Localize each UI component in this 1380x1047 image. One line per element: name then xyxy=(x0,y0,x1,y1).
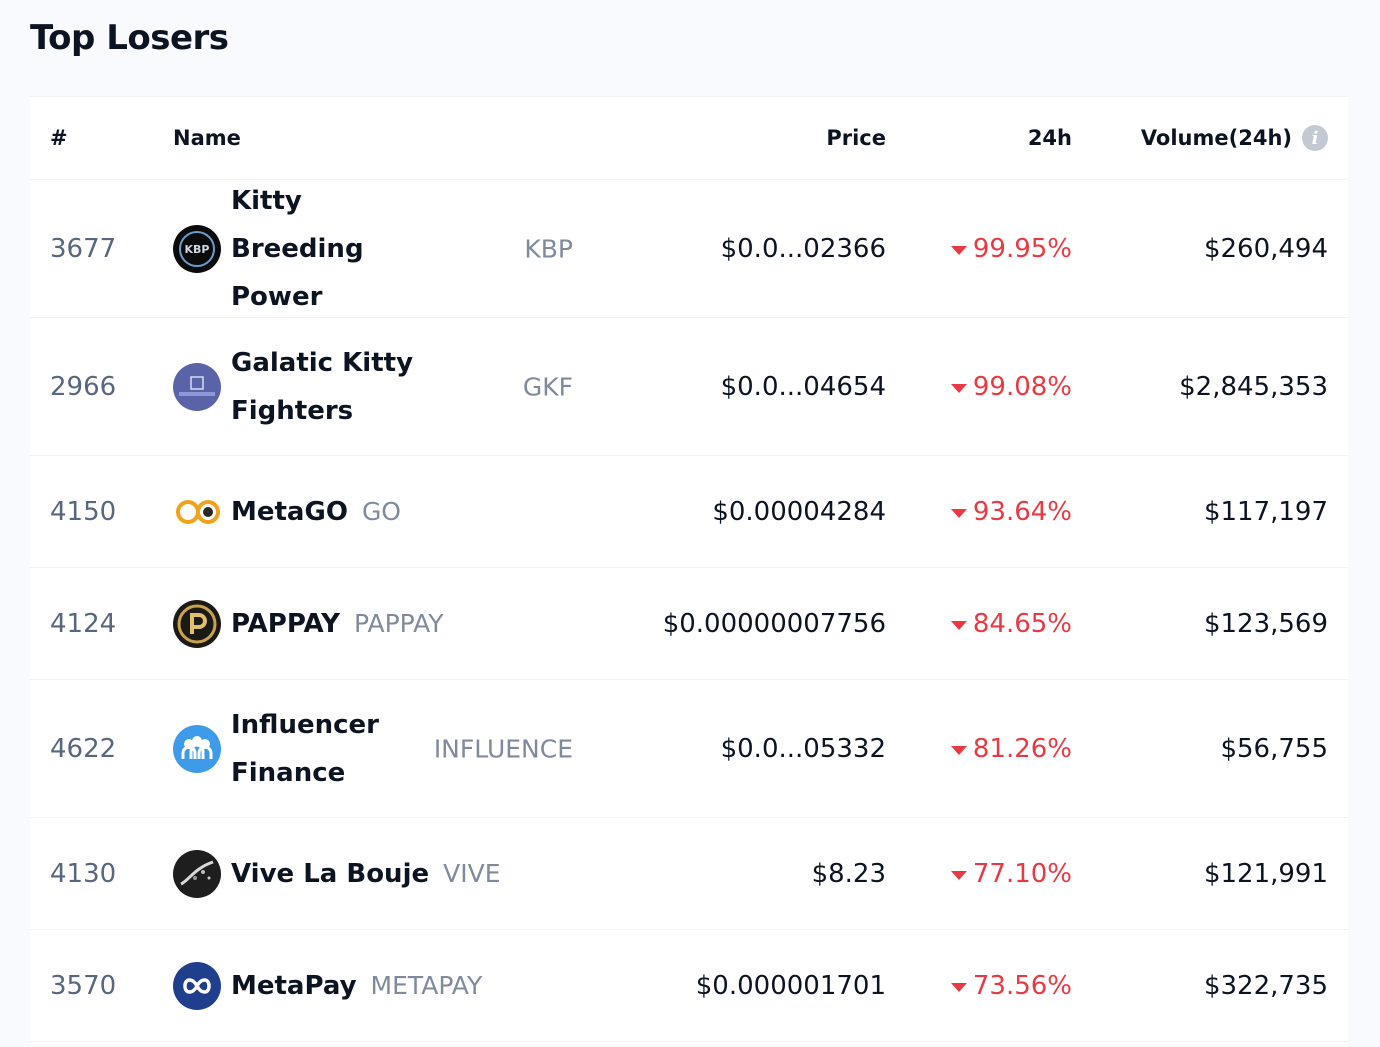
header-rank[interactable]: # xyxy=(50,126,68,150)
table-row[interactable]: 4124 PAPPAY PAPPAY $0.00000007756 84.65%… xyxy=(30,568,1348,680)
coin-symbol: VIVE xyxy=(443,859,501,888)
change-negative: 99.95% xyxy=(950,233,1072,264)
row-rank: 4130 xyxy=(50,858,117,889)
header-price[interactable]: Price xyxy=(826,126,886,150)
table-row[interactable]: 3570 MetaPay METAPAY $0.000001701 73.56%… xyxy=(30,930,1348,1042)
change-value: 99.95% xyxy=(972,233,1072,264)
info-icon[interactable]: i xyxy=(1302,125,1328,151)
gkf-logo-icon xyxy=(173,362,221,411)
coin-name: Influencer Finance xyxy=(231,709,379,788)
change-value: 81.26% xyxy=(972,733,1072,764)
row-rank: 3570 xyxy=(50,970,117,1001)
coin-name-cell[interactable]: Vive La Bouje VIVE xyxy=(173,818,573,929)
row-rank: 4622 xyxy=(50,733,117,764)
change-negative: 73.56% xyxy=(950,970,1072,1001)
coin-price: $0.000001701 xyxy=(695,970,886,1001)
table-header: # Name Price 24h Volume(24h) i xyxy=(30,97,1348,180)
coin-name-cell[interactable]: PAPPAY PAPPAY xyxy=(173,568,573,679)
change-value: 84.65% xyxy=(972,608,1072,639)
change-negative: 81.26% xyxy=(950,733,1072,764)
influence-logo-icon xyxy=(173,724,221,773)
table-row[interactable]: 4150 MetaGO GO $0.00004284 93.64% $117,1… xyxy=(30,456,1348,568)
coin-name-cell[interactable]: Influencer Finance INFLUENCE xyxy=(173,680,573,817)
page-title: Top Losers xyxy=(30,18,229,58)
coin-name-cell[interactable]: MetaGO GO xyxy=(173,456,573,567)
change-negative: 77.10% xyxy=(950,858,1072,889)
coin-price: $8.23 xyxy=(811,858,886,889)
change-value: 77.10% xyxy=(972,858,1072,889)
row-rank: 4124 xyxy=(50,608,117,639)
caret-down-icon xyxy=(950,871,967,880)
table-row[interactable]: 4130 Vive La Bouje VIVE $8.23 77.10% $12… xyxy=(30,818,1348,930)
row-rank: 4150 xyxy=(50,496,117,527)
caret-down-icon xyxy=(950,746,967,755)
header-volume-label: Volume(24h) xyxy=(1140,126,1292,150)
coin-name-cell[interactable]: Galatic Kitty Fighters GKF xyxy=(173,318,573,455)
coin-name: PAPPAY xyxy=(231,608,340,639)
coin-symbol: GO xyxy=(361,497,401,526)
coin-volume: $322,735 xyxy=(1203,970,1328,1001)
coin-price: $0.0...05332 xyxy=(720,733,886,764)
coin-symbol: KBP xyxy=(524,234,573,263)
caret-down-icon xyxy=(950,246,967,255)
metago-logo-icon xyxy=(173,488,221,536)
coin-volume: $117,197 xyxy=(1203,496,1328,527)
change-negative: 84.65% xyxy=(950,608,1072,639)
row-rank: 3677 xyxy=(50,233,117,264)
change-value: 99.08% xyxy=(972,371,1072,402)
coin-price: $0.0...04654 xyxy=(720,371,886,402)
header-volume[interactable]: Volume(24h) i xyxy=(1141,97,1328,179)
coin-volume: $123,569 xyxy=(1203,608,1328,639)
header-24h[interactable]: 24h xyxy=(1027,126,1072,150)
caret-down-icon xyxy=(950,384,967,393)
coin-volume: $2,845,353 xyxy=(1179,371,1328,402)
change-negative: 93.64% xyxy=(950,496,1072,527)
coin-volume: $56,755 xyxy=(1220,733,1328,764)
table-row[interactable]: 3677 KBP Kitty Breeding Power KBP $0.0..… xyxy=(30,180,1348,318)
coin-volume: $260,494 xyxy=(1203,233,1328,264)
kbp-logo-icon: KBP xyxy=(173,224,221,273)
coin-price: $0.0...02366 xyxy=(720,233,886,264)
coin-name: Galatic Kitty Fighters xyxy=(231,347,414,426)
coin-name-cell[interactable]: MetaPay METAPAY xyxy=(173,930,573,1041)
coin-name: MetaGO xyxy=(231,496,348,527)
table-row[interactable]: 2966 Galatic Kitty Fighters GKF $0.0...0… xyxy=(30,318,1348,456)
pappay-logo-icon xyxy=(173,599,221,648)
change-negative: 99.08% xyxy=(950,371,1072,402)
coin-symbol: PAPPAY xyxy=(353,609,444,638)
coin-price: $0.00000007756 xyxy=(662,608,886,639)
losers-table: # Name Price 24h Volume(24h) i 3677 KBP … xyxy=(30,96,1348,1047)
caret-down-icon xyxy=(950,621,967,630)
change-value: 93.64% xyxy=(972,496,1072,527)
change-value: 73.56% xyxy=(972,970,1072,1001)
coin-symbol: METAPAY xyxy=(370,971,483,1000)
caret-down-icon xyxy=(950,983,967,992)
coin-name: Kitty Breeding Power xyxy=(231,185,364,312)
coin-symbol: GKF xyxy=(522,372,573,401)
coin-volume: $121,991 xyxy=(1203,858,1328,889)
svg-text:KBP: KBP xyxy=(185,243,210,256)
table-row[interactable]: 4622 Influencer Finance INFLUENCE $0.0..… xyxy=(30,680,1348,818)
vive-logo-icon xyxy=(173,849,221,898)
header-name[interactable]: Name xyxy=(173,126,241,150)
coin-price: $0.00004284 xyxy=(712,496,886,527)
coin-name-cell[interactable]: KBP Kitty Breeding Power KBP xyxy=(173,180,573,317)
coin-symbol: INFLUENCE xyxy=(433,734,573,763)
row-rank: 2966 xyxy=(50,371,117,402)
coin-name: MetaPay xyxy=(231,970,357,1001)
caret-down-icon xyxy=(950,509,967,518)
coin-name: Vive La Bouje xyxy=(231,858,430,889)
metapay-logo-icon xyxy=(173,961,221,1010)
